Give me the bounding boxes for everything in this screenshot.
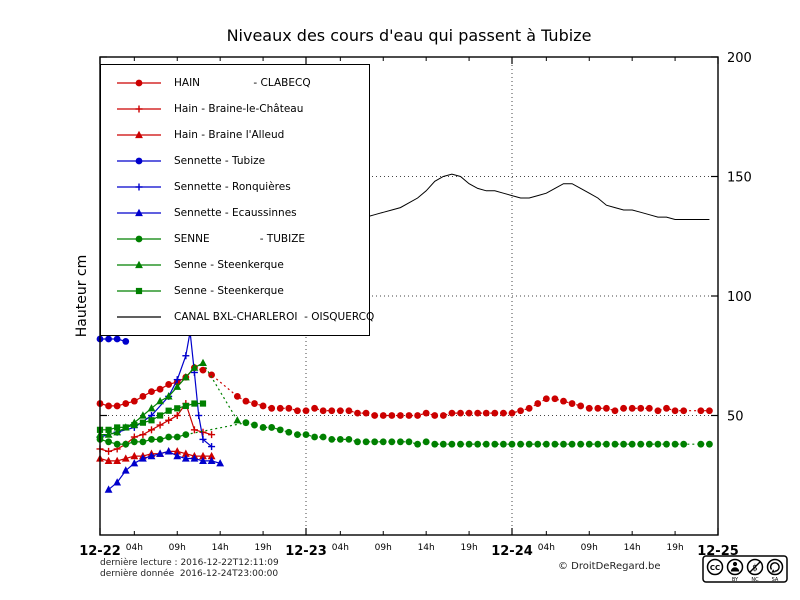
- legend-item-senne-steenkerque-squares: Senne - Steenkerque: [101, 278, 369, 304]
- svg-text:150: 150: [727, 171, 752, 186]
- svg-text:12-23: 12-23: [285, 544, 327, 559]
- svg-text:14h: 14h: [418, 543, 435, 553]
- legend-circle-icon: [117, 235, 161, 243]
- legend-item-hain-braine-le-chateau: Hain - Braine-le-Château: [101, 96, 369, 122]
- legend-line-icon: [117, 316, 161, 318]
- series-senne-tubize: [96, 419, 713, 448]
- svg-text:09h: 09h: [169, 543, 186, 553]
- svg-text:SA: SA: [772, 577, 779, 583]
- series-sennette-ecaussinnes: [104, 447, 225, 493]
- cc-license-badge: CC $ BY NC SA: [702, 555, 788, 589]
- legend-triangle-icon: [117, 130, 161, 139]
- legend-item-hain-clabecq: HAIN - CLABECQ: [101, 70, 369, 96]
- series-sennette-tubize: [96, 335, 130, 345]
- svg-text:09h: 09h: [375, 543, 392, 553]
- svg-text:50: 50: [727, 410, 744, 425]
- svg-text:CC: CC: [710, 564, 720, 572]
- cc-by-nc-sa-icon: CC $ BY NC SA: [702, 555, 788, 583]
- legend-item-sennette-ecaussinnes: Sennette - Ecaussinnes: [101, 200, 369, 226]
- legend-item-senne-steenkerque-triangles: Senne - Steenkerque: [101, 252, 369, 278]
- legend-item-hain-braine-l-alleud: Hain - Braine l'Alleud: [101, 122, 369, 148]
- legend-label: Senne - Steenkerque: [174, 285, 284, 297]
- legend-label: Sennette - Ronquières: [174, 181, 291, 193]
- legend-label: SENNE - TUBIZE: [174, 233, 306, 245]
- svg-text:12-24: 12-24: [491, 544, 533, 559]
- chart-title: Niveaux des cours d'eau qui passent à Tu…: [226, 26, 592, 45]
- legend-item-sennette-ronquieres: Sennette - Ronquières: [101, 174, 369, 200]
- series-senne-steenkerque-triangles: [96, 358, 242, 438]
- legend-label: Hain - Braine l'Alleud: [174, 129, 285, 141]
- svg-text:$: $: [752, 564, 758, 574]
- svg-text:14h: 14h: [212, 543, 229, 553]
- legend-label: HAIN - CLABECQ: [174, 77, 311, 89]
- svg-text:04h: 04h: [538, 543, 555, 553]
- series-hain-clabecq: [96, 364, 713, 419]
- last-reading-text: dernière lecture : 2016-12-22T12:11:09: [100, 558, 279, 568]
- legend-label: Sennette - Tubize: [174, 155, 266, 167]
- legend-item-canal-bxl-charleroi-oisquercq: CANAL BXL-CHARLEROI - OISQUERCQ: [101, 304, 374, 330]
- svg-text:12-22: 12-22: [79, 544, 121, 559]
- svg-text:14h: 14h: [624, 543, 641, 553]
- svg-text:04h: 04h: [126, 543, 143, 553]
- legend-item-sennette-tubize: Sennette - Tubize: [101, 148, 369, 174]
- svg-text:BY: BY: [732, 577, 739, 583]
- legend-label: Senne - Steenkerque: [174, 259, 284, 271]
- legend-label: Hain - Braine-le-Château: [174, 103, 304, 115]
- svg-text:100: 100: [727, 290, 752, 305]
- copyright-text: © DroitDeRegard.be: [558, 561, 661, 572]
- legend-label: Sennette - Ecaussinnes: [174, 207, 297, 219]
- legend-triangle-icon: [117, 260, 161, 269]
- last-data-text: dernière donnée 2016-12-24T23:00:00: [100, 569, 279, 579]
- svg-text:19h: 19h: [461, 543, 478, 553]
- svg-text:19h: 19h: [667, 543, 684, 553]
- chart-legend: HAIN - CLABECQ Hain - Braine-le-Château Ha…: [100, 64, 374, 336]
- svg-text:NC: NC: [751, 577, 759, 583]
- svg-text:04h: 04h: [332, 543, 349, 553]
- legend-plus-icon: [117, 105, 161, 113]
- svg-text:09h: 09h: [581, 543, 598, 553]
- legend-plus-icon: [117, 183, 161, 191]
- svg-text:200: 200: [727, 51, 752, 66]
- legend-triangle-icon: [117, 208, 161, 217]
- legend-square-icon: [117, 287, 161, 295]
- legend-item-senne-tubize: SENNE - TUBIZE: [101, 226, 369, 252]
- legend-circle-icon: [117, 79, 161, 87]
- legend-label: CANAL BXL-CHARLEROI - OISQUERCQ: [174, 311, 375, 323]
- series-senne-steenkerque-squares: [96, 400, 207, 433]
- legend-circle-icon: [117, 157, 161, 165]
- svg-text:19h: 19h: [255, 543, 272, 553]
